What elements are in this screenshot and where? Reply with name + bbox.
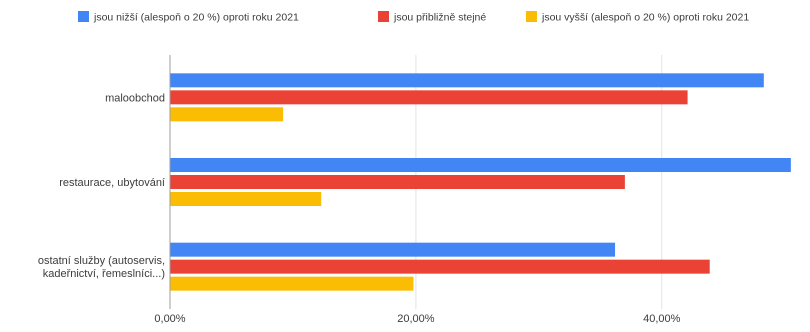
legend-label: jsou nižší (alespoň o 20 %) oproti roku … xyxy=(93,12,299,24)
legend-label: jsou přibližně stejné xyxy=(393,12,486,24)
y-category-label: maloobchod xyxy=(105,92,165,104)
y-category-label: kadeřnictví, řemeslníci...) xyxy=(43,268,165,280)
legend-swatch xyxy=(78,11,89,22)
bar xyxy=(170,276,414,291)
bars xyxy=(170,73,791,291)
legend-swatch xyxy=(378,11,389,22)
bar xyxy=(170,73,764,88)
bar xyxy=(170,175,625,189)
x-tick-label: 20,00% xyxy=(397,313,435,325)
axes: 0,00% 20,00% 40,00% maloobchod restaurace, u… xyxy=(38,55,681,325)
y-category-label: ostatní služby (autoservis, xyxy=(38,255,165,267)
bar xyxy=(170,242,616,257)
legend-label: jsou vyšší (alespoň o 20 %) oproti roku … xyxy=(541,12,749,24)
bar xyxy=(170,158,791,172)
x-tick-label: 0,00% xyxy=(154,313,185,325)
bar xyxy=(170,259,710,274)
x-tick-label: 40,00% xyxy=(643,313,681,325)
bar xyxy=(170,192,322,206)
legend: jsou nižší (alespoň o 20 %) oproti roku … xyxy=(78,11,749,24)
bar xyxy=(170,107,284,122)
legend-swatch xyxy=(526,11,537,22)
bar xyxy=(170,90,688,105)
y-category-label: restaurace, ubytování xyxy=(59,177,165,189)
